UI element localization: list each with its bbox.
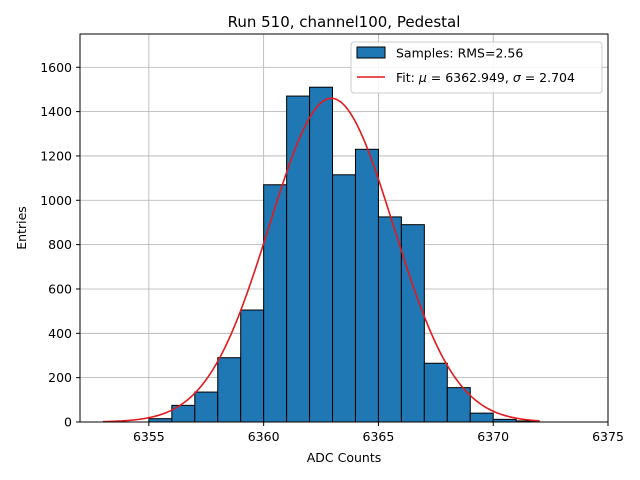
legend-hist-label: Samples: RMS=2.56 bbox=[396, 46, 523, 61]
y-tick-label: 1400 bbox=[40, 104, 72, 119]
x-tick-label: 6370 bbox=[477, 429, 509, 444]
y-tick-label: 800 bbox=[48, 237, 72, 252]
y-tick-label: 1600 bbox=[40, 60, 72, 75]
legend-hist-swatch bbox=[356, 46, 386, 59]
histogram-bar bbox=[240, 309, 265, 423]
histogram-bar bbox=[309, 86, 334, 423]
legend: Samples: RMS=2.56 Fit: μ = 6362.949, σ =… bbox=[350, 41, 603, 94]
legend-fit-prefix: Fit: bbox=[396, 70, 419, 85]
legend-box bbox=[350, 41, 603, 94]
histogram-bar bbox=[400, 224, 425, 423]
histogram-bar bbox=[354, 148, 379, 423]
x-tick-label: 6365 bbox=[363, 429, 395, 444]
histogram-bar bbox=[332, 174, 356, 423]
legend-fit-mu-symbol: μ bbox=[418, 70, 427, 85]
legend-fit-mu-value: = 6362.949, bbox=[427, 70, 513, 85]
y-axis-ticks: 0 200 400 600 800 1000 1200 1400 1600 bbox=[40, 60, 80, 430]
y-tick-label: 1200 bbox=[40, 148, 72, 163]
x-axis-ticks: 6355 6360 6365 6370 6375 bbox=[133, 422, 624, 444]
y-tick-label: 400 bbox=[48, 326, 72, 341]
x-tick-label: 6355 bbox=[133, 429, 165, 444]
y-tick-label: 200 bbox=[48, 370, 72, 385]
y-tick-label: 0 bbox=[64, 415, 72, 430]
y-tick-label: 1000 bbox=[40, 193, 72, 208]
y-axis-label: Entries bbox=[14, 206, 29, 250]
histogram-bar bbox=[377, 216, 402, 423]
histogram-bar bbox=[217, 357, 242, 423]
x-tick-label: 6360 bbox=[248, 429, 280, 444]
histogram-bar bbox=[194, 391, 219, 423]
histogram-bar bbox=[263, 184, 288, 423]
chart-title: Run 510, channel100, Pedestal bbox=[228, 13, 461, 31]
histogram-bar bbox=[423, 362, 448, 423]
histogram-bar bbox=[286, 95, 311, 423]
y-tick-label: 600 bbox=[48, 281, 72, 296]
x-axis-label: ADC Counts bbox=[307, 450, 382, 465]
histogram-bar bbox=[469, 412, 494, 423]
x-tick-label: 6375 bbox=[592, 429, 624, 444]
histogram-bars bbox=[148, 86, 540, 423]
legend-fit-sigma-symbol: σ bbox=[513, 70, 522, 85]
legend-fit-sigma-value: = 2.704 bbox=[521, 70, 575, 85]
plot-frame bbox=[79, 33, 609, 423]
legend-fit-label: Fit: μ = 6362.949, σ = 2.704 bbox=[396, 70, 575, 85]
fit-curve bbox=[102, 97, 540, 423]
